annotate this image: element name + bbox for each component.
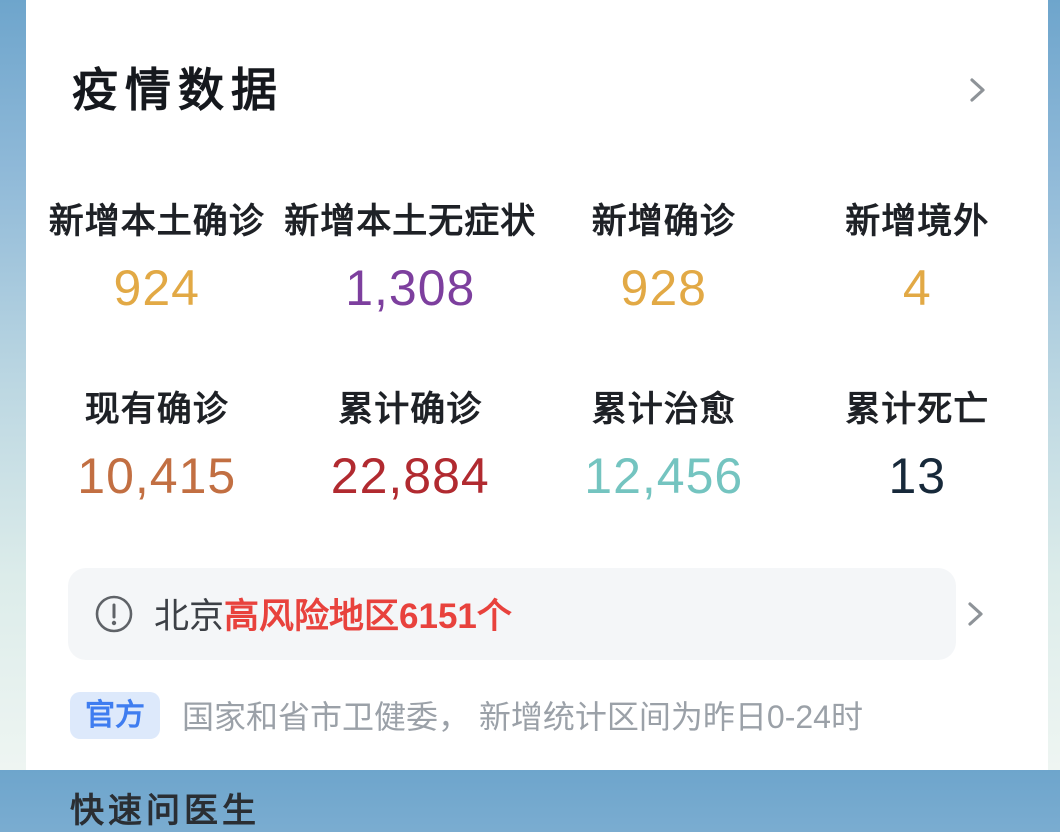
epidemic-data-card: 疫情数据 新增本土确诊 924 新增本土无症状 1,308 新增确诊 928 新… [26, 0, 1048, 830]
stat-label: 新增境外 [845, 201, 990, 241]
stat-total-cured: 累计治愈 12,456 [537, 381, 791, 506]
stat-value: 924 [113, 259, 200, 316]
alert-circle-icon [95, 595, 133, 633]
stat-label: 新增本土无症状 [284, 201, 537, 241]
risk-area-text: 北京高风险地区6151个 [154, 588, 512, 639]
stat-label: 新增确诊 [591, 201, 736, 241]
risk-area-banner-row: 北京高风险地区6151个 [68, 567, 990, 660]
card-header-link[interactable]: 疫情数据 [26, 0, 1048, 117]
stat-value: 1,308 [345, 259, 476, 316]
stat-new-confirmed: 新增确诊 928 [537, 193, 791, 318]
stat-current-confirmed: 现有确诊 10,415 [30, 381, 284, 506]
stat-value: 13 [888, 448, 947, 505]
stat-value: 928 [620, 259, 707, 316]
stats-grid: 新增本土确诊 924 新增本土无症状 1,308 新增确诊 928 新增境外 4… [26, 193, 1048, 506]
stat-new-imported: 新增境外 4 [791, 193, 1045, 318]
risk-area-city: 北京 [154, 597, 225, 637]
stat-value: 12,456 [584, 448, 744, 505]
stat-total-deaths: 累计死亡 13 [791, 381, 1045, 506]
stat-label: 新增本土确诊 [48, 201, 265, 241]
stat-value: 10,415 [77, 448, 237, 505]
stat-value: 22,884 [330, 448, 490, 505]
stat-value: 4 [902, 259, 932, 316]
data-source-text: 国家和省市卫健委， 新增统计区间为昨日0-24时 [182, 699, 863, 736]
chevron-right-icon[interactable] [960, 599, 990, 629]
stat-new-local-confirmed: 新增本土确诊 924 [30, 193, 284, 318]
stat-label: 累计确诊 [338, 390, 483, 430]
stat-label: 累计死亡 [845, 390, 990, 430]
stat-label: 现有确诊 [84, 390, 229, 430]
page-title: 疫情数据 [72, 64, 284, 116]
stat-new-local-asymptomatic: 新增本土无症状 1,308 [284, 193, 538, 318]
risk-area-banner[interactable]: 北京高风险地区6151个 [68, 567, 956, 660]
official-badge: 官方 [70, 691, 160, 739]
clipped-next-section-title[interactable]: 快速问医生 [70, 791, 260, 830]
stat-label: 累计治愈 [591, 390, 736, 430]
data-source-row: 官方 国家和省市卫健委， 新增统计区间为昨日0-24时 [70, 691, 1008, 739]
stat-total-confirmed: 累计确诊 22,884 [284, 381, 538, 506]
risk-area-highlight: 高风险地区6151个 [224, 597, 512, 637]
chevron-right-icon[interactable] [962, 75, 992, 105]
